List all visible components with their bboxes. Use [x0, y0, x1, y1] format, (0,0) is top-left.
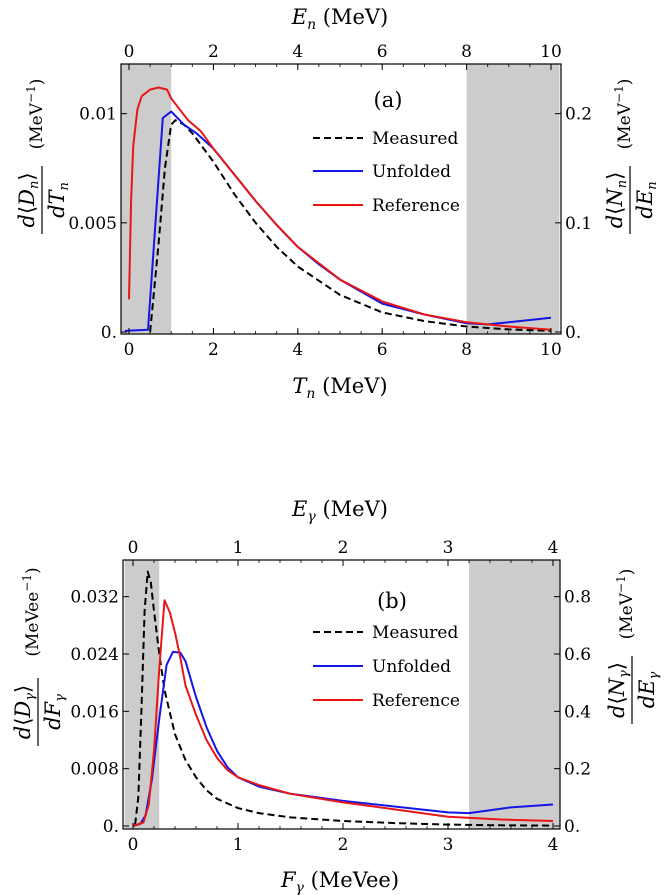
svg-text:d⟨Dn⟩: d⟨Dn⟩ [15, 172, 42, 227]
panel-a-series-reference [128, 86, 552, 331]
svg-text:dEn: dEn [633, 181, 660, 218]
panel-b-series-unfolded [132, 650, 554, 827]
y-tick-label-left: 0.008 [70, 760, 119, 780]
y-tick-label-left: 0.005 [68, 214, 117, 234]
panel-b-series-reference [132, 599, 554, 827]
x-tick-label-top: 2 [208, 42, 219, 62]
x-tick-label-top: 0 [128, 538, 139, 558]
svg-text:d⟨Nn⟩: d⟨Nn⟩ [603, 172, 630, 229]
panel-a-xlabel-top: En (MeV) [291, 5, 389, 33]
legend-b-unfolded-label: Unfolded [372, 657, 451, 677]
x-tick-label: 4 [548, 835, 559, 855]
y-tick-label-left: 0.016 [70, 702, 119, 722]
panel-a-series [124, 86, 552, 333]
x-tick-label: 4 [292, 340, 303, 360]
panel-b-shade-right [469, 560, 560, 829]
x-tick-label: 1 [233, 835, 244, 855]
y-tick-label-right: 0.8 [564, 588, 591, 608]
y-tick-label-right: 0.6 [564, 645, 591, 665]
panel-a-ylabel-right: d⟨Nn⟩ dEn (MeV−1) [603, 79, 660, 234]
x-tick-label: 0 [128, 835, 139, 855]
y-tick-label-right: 0.4 [564, 702, 591, 722]
x-tick-label-top: 1 [233, 538, 244, 558]
x-tick-label-top: 4 [292, 42, 303, 62]
y-tick-label-left: 0. [103, 817, 119, 837]
x-tick-label: 2 [338, 835, 349, 855]
panel-b-series [132, 570, 554, 827]
panel-a-xlabel: Tn (MeV) [292, 374, 387, 402]
x-tick-label-top: 8 [461, 42, 472, 62]
panel-b-ylabel-right: d⟨Nγ⟩ dEγ (MeV−1) [605, 569, 662, 724]
y-tick-label-right: 0.2 [564, 760, 591, 780]
panel-a-shade-right [466, 64, 560, 334]
svg-text:d⟨Nγ⟩: d⟨Nγ⟩ [605, 662, 632, 718]
x-tick-label: 6 [377, 340, 388, 360]
legend-a-unfolded-label: Unfolded [372, 162, 451, 182]
svg-text:dEγ: dEγ [635, 672, 662, 709]
y-tick-label-right: 0.2 [565, 105, 592, 125]
panel-b-frame [122, 559, 561, 830]
panel-a-series-measured [149, 119, 552, 333]
panel-a-label: (a) [374, 88, 403, 112]
x-tick-label-top: 4 [548, 538, 559, 558]
svg-text:(MeV−1): (MeV−1) [614, 569, 637, 640]
x-tick-label-top: 3 [443, 538, 454, 558]
y-tick-label-left: 0.01 [79, 105, 117, 125]
legend-a-reference-label: Reference [372, 196, 460, 216]
x-tick-label-top: 0 [124, 42, 135, 62]
svg-text:(MeV−1): (MeV−1) [24, 79, 47, 150]
panel-b-xlabel: Fγ (MeVee) [280, 868, 399, 895]
svg-text:dTn: dTn [45, 182, 72, 218]
panel-b-xlabel-top: Eγ (MeV) [291, 497, 388, 525]
y-tick-label-right: 0. [565, 323, 581, 343]
x-tick-label: 0 [124, 340, 135, 360]
panel-b-label: (b) [377, 589, 407, 613]
x-tick-label-top: 6 [377, 42, 388, 62]
legend-b-reference-label: Reference [372, 691, 460, 711]
panel-a-ylabel-left: d⟨Dn⟩ dTn (MeV−1) [15, 79, 72, 234]
x-tick-label-top: 2 [338, 538, 349, 558]
legend-a-measured-label: Measured [372, 129, 458, 149]
y-tick-label-left: 0.032 [70, 588, 119, 608]
legend-b-measured-label: Measured [372, 623, 458, 643]
svg-text:(MeV−1): (MeV−1) [612, 79, 635, 150]
x-tick-label: 3 [443, 835, 454, 855]
panel-a-legend: Measured Unfolded Reference [313, 129, 460, 216]
x-tick-label-top: 10 [540, 42, 562, 62]
x-tick-label: 2 [208, 340, 219, 360]
y-tick-label-left: 0. [101, 323, 117, 343]
panel-b-legend: Measured Unfolded Reference [313, 623, 460, 711]
x-tick-label: 8 [461, 340, 472, 360]
panel-a-frame [120, 63, 562, 335]
panel-b-ylabel-left: d⟨Dγ⟩ dFγ (MeVee−1) [11, 567, 68, 746]
panel-b-series-measured [134, 570, 554, 827]
y-tick-label-right: 0.1 [565, 214, 592, 234]
svg-text:d⟨Dγ⟩: d⟨Dγ⟩ [11, 685, 38, 739]
svg-text:(MeVee−1): (MeVee−1) [20, 567, 43, 656]
svg-text:dFγ: dFγ [41, 694, 68, 730]
y-tick-label-right: 0. [564, 817, 580, 837]
panel-b-shade-left [124, 560, 160, 829]
y-tick-label-left: 0.024 [70, 645, 119, 665]
x-tick-label: 10 [540, 340, 562, 360]
